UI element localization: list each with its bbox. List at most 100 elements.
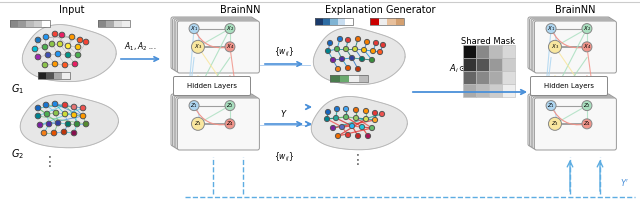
Circle shape xyxy=(225,42,235,52)
Bar xyxy=(349,75,358,82)
Circle shape xyxy=(42,44,48,50)
Circle shape xyxy=(372,110,378,116)
Text: $X_4$: $X_4$ xyxy=(583,42,591,51)
Circle shape xyxy=(41,130,47,136)
Bar xyxy=(34,20,42,27)
Text: BrainNN: BrainNN xyxy=(220,5,260,15)
FancyBboxPatch shape xyxy=(173,18,255,70)
Circle shape xyxy=(65,43,71,49)
Text: $X_4$: $X_4$ xyxy=(226,42,234,51)
Circle shape xyxy=(365,133,371,139)
Circle shape xyxy=(353,46,358,52)
Circle shape xyxy=(49,41,55,47)
Text: $Z_3$: $Z_3$ xyxy=(551,119,559,128)
Circle shape xyxy=(334,46,340,52)
Circle shape xyxy=(360,124,365,130)
Text: $Z_2$: $Z_2$ xyxy=(226,101,234,110)
Circle shape xyxy=(364,108,369,114)
Bar xyxy=(54,72,62,79)
Text: $Z_4$: $Z_4$ xyxy=(226,119,234,128)
Text: $Z_1$: $Z_1$ xyxy=(547,101,555,110)
Circle shape xyxy=(76,52,81,58)
Circle shape xyxy=(353,107,358,113)
Text: Hidden Layers: Hidden Layers xyxy=(544,83,594,89)
Bar xyxy=(122,20,130,27)
Circle shape xyxy=(330,126,335,131)
Text: $X_2$: $X_2$ xyxy=(226,24,234,33)
Circle shape xyxy=(353,115,358,121)
Circle shape xyxy=(369,57,374,63)
Circle shape xyxy=(69,34,75,40)
FancyBboxPatch shape xyxy=(528,94,610,146)
Circle shape xyxy=(77,37,83,43)
Circle shape xyxy=(52,61,58,67)
Circle shape xyxy=(62,111,68,117)
Bar xyxy=(502,84,515,97)
FancyBboxPatch shape xyxy=(173,95,255,147)
Bar xyxy=(18,20,26,27)
FancyBboxPatch shape xyxy=(531,96,613,148)
Circle shape xyxy=(65,52,71,58)
Bar xyxy=(476,71,489,84)
Circle shape xyxy=(61,129,67,135)
Circle shape xyxy=(51,130,57,136)
Bar xyxy=(463,45,476,58)
Circle shape xyxy=(378,49,383,55)
Circle shape xyxy=(355,133,360,139)
Bar xyxy=(476,45,489,58)
Circle shape xyxy=(225,24,235,33)
Circle shape xyxy=(71,104,77,110)
Bar xyxy=(370,18,378,25)
Circle shape xyxy=(371,48,376,54)
Bar xyxy=(62,72,70,79)
FancyBboxPatch shape xyxy=(531,19,613,71)
Text: $Z_2$: $Z_2$ xyxy=(583,101,591,110)
Circle shape xyxy=(380,42,385,48)
Circle shape xyxy=(349,55,355,61)
Circle shape xyxy=(346,132,351,138)
Circle shape xyxy=(35,54,41,60)
FancyBboxPatch shape xyxy=(177,21,259,73)
Bar xyxy=(42,20,50,27)
Bar xyxy=(489,71,502,84)
Text: $X_1$: $X_1$ xyxy=(547,24,555,33)
Circle shape xyxy=(60,32,65,38)
Circle shape xyxy=(339,124,344,130)
Text: $\{w_{ij}\}$: $\{w_{ij}\}$ xyxy=(274,46,294,59)
Text: $Y$: $Y$ xyxy=(280,108,288,119)
Text: $X_3$: $X_3$ xyxy=(551,42,559,51)
Circle shape xyxy=(546,101,556,111)
Bar xyxy=(98,20,130,27)
Bar xyxy=(502,71,515,84)
Circle shape xyxy=(548,40,561,53)
Circle shape xyxy=(46,121,52,127)
Circle shape xyxy=(72,61,78,67)
Polygon shape xyxy=(22,25,116,82)
FancyBboxPatch shape xyxy=(171,17,253,69)
Circle shape xyxy=(225,101,235,111)
Circle shape xyxy=(35,113,41,119)
Circle shape xyxy=(582,24,592,33)
FancyBboxPatch shape xyxy=(173,77,250,95)
Circle shape xyxy=(364,116,369,122)
FancyBboxPatch shape xyxy=(174,96,256,148)
Circle shape xyxy=(189,24,199,33)
Circle shape xyxy=(71,130,77,136)
Circle shape xyxy=(225,119,235,129)
FancyBboxPatch shape xyxy=(534,21,616,73)
Bar xyxy=(476,58,489,71)
Text: $X_3$: $X_3$ xyxy=(194,42,202,51)
FancyBboxPatch shape xyxy=(534,98,616,150)
Bar xyxy=(315,18,353,25)
Bar xyxy=(463,58,476,71)
Bar xyxy=(10,20,50,27)
Bar xyxy=(330,18,338,25)
Circle shape xyxy=(189,101,199,111)
Circle shape xyxy=(62,102,68,108)
Circle shape xyxy=(360,56,365,62)
Bar xyxy=(38,72,46,79)
Bar xyxy=(387,18,396,25)
Circle shape xyxy=(372,117,378,123)
Text: $X_1$: $X_1$ xyxy=(190,24,198,33)
Circle shape xyxy=(334,106,340,112)
